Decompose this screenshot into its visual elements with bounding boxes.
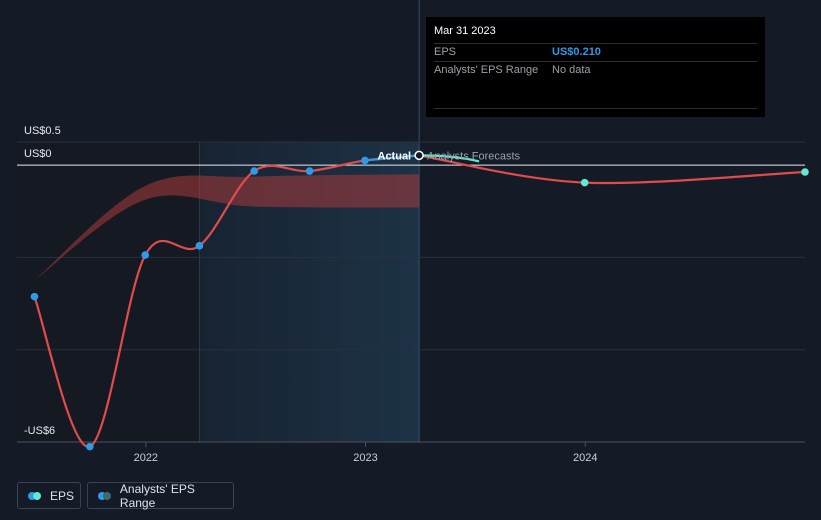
- tooltip-eps-value: US$0.210: [552, 46, 601, 58]
- tooltip-row-eps: EPS US$0.210: [434, 43, 757, 61]
- tooltip-range-label: Analysts' EPS Range: [434, 64, 539, 76]
- tooltip-range-value: No data: [552, 64, 591, 76]
- y-tick-label-1: US$0: [24, 148, 52, 160]
- eps-forecast-highlight: [419, 154, 480, 163]
- eps-forecast-point-1: [580, 178, 589, 187]
- eps-actual-point-5: [305, 167, 314, 175]
- eps-legend-icon: [28, 491, 42, 500]
- analyst-eps-range-band: [34, 174, 420, 281]
- y-tick-label-2: -US$6: [24, 425, 55, 437]
- x-tick-label-1: 2023: [353, 452, 377, 464]
- actual-label: Actual: [378, 150, 412, 162]
- legend-range-button[interactable]: Analysts' EPS Range: [87, 481, 234, 510]
- tooltip-eps-label: EPS: [434, 46, 457, 58]
- eps-actual-point-2: [141, 251, 150, 259]
- eps-actual-point-3: [195, 242, 204, 250]
- eps-forecast-point-2: [801, 168, 809, 176]
- eps-actual-point-0: [30, 292, 39, 301]
- x-tick-label-2: 2024: [573, 452, 597, 464]
- legend-eps-button[interactable]: EPS: [17, 482, 81, 509]
- forecast-label: Analysts Forecasts: [427, 150, 520, 162]
- eps-actual-point-1: [86, 442, 94, 451]
- eps-highlight-segment: [364, 154, 420, 162]
- tooltip-row-range: Analysts' EPS Range No data: [434, 61, 757, 109]
- legend-range-label: Analysts' EPS Range: [119, 481, 195, 510]
- legend-eps-label: EPS: [50, 488, 75, 503]
- eps-actual-point-6: [361, 156, 369, 165]
- eps-actual-point-7: [414, 150, 424, 161]
- eps-actual-point-4: [250, 167, 258, 175]
- x-tick-label-0: 2022: [134, 452, 158, 464]
- range-legend-icon: [98, 491, 112, 500]
- tooltip: Mar 31 2023 EPS US$0.210 Analysts' EPS R…: [426, 17, 765, 117]
- tooltip-date: Mar 31 2023: [434, 25, 496, 37]
- y-tick-label-0: US$0.5: [24, 125, 61, 137]
